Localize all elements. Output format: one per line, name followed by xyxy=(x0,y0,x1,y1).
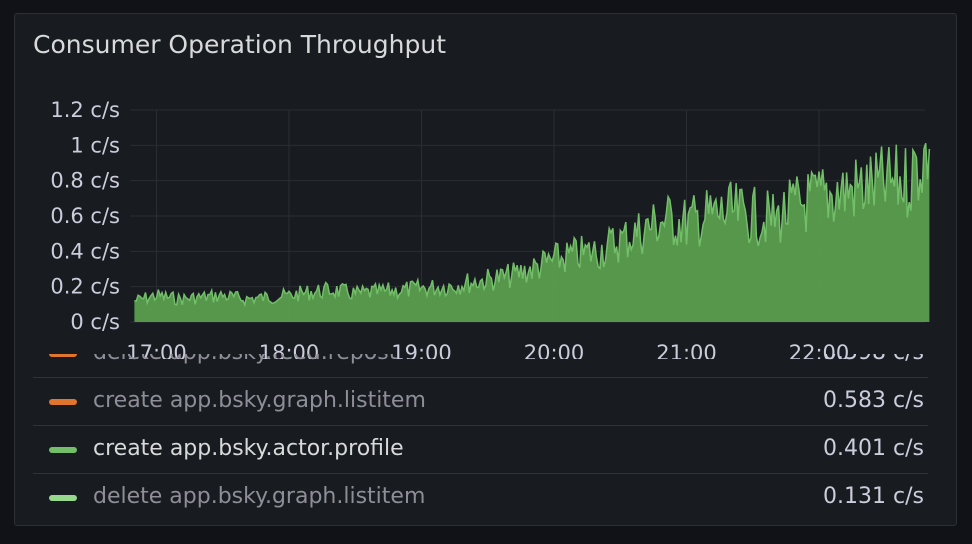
legend-item-value: 0.598 c/s xyxy=(823,354,924,365)
throughput-chart[interactable]: 0 c/s 0.2 c/s 0.4 c/s 0.6 c/s 0.8 c/s 1 c/s 1.… xyxy=(15,14,957,359)
legend-item-label: create app.bsky.actor.profile xyxy=(93,436,404,461)
legend-item[interactable]: delete app.bsky.feed.repost 0.598 c/s xyxy=(33,354,928,378)
legend-item-value: 0.401 c/s xyxy=(823,436,924,461)
series-color-swatch xyxy=(49,399,77,405)
y-tick-label: 0 c/s xyxy=(70,310,120,334)
y-tick-label: 0.6 c/s xyxy=(50,204,120,228)
legend-item[interactable]: delete app.bsky.graph.listitem 0.131 c/s xyxy=(33,474,928,510)
legend-item[interactable]: create app.bsky.graph.listitem 0.583 c/s xyxy=(33,378,928,426)
y-tick-label: 1 c/s xyxy=(70,133,120,157)
panel-title[interactable]: Consumer Operation Throughput xyxy=(33,30,447,59)
x-tick-label: 17:00 xyxy=(126,341,187,359)
y-tick-label: 0.8 c/s xyxy=(50,169,120,193)
legend-list[interactable]: delete app.bsky.feed.repost 0.598 c/s cr… xyxy=(33,354,928,510)
y-tick-label: 0.2 c/s xyxy=(50,275,120,299)
y-tick-label: 1.2 c/s xyxy=(50,98,120,122)
x-tick-label: 19:00 xyxy=(391,341,452,359)
series-area[interactable] xyxy=(134,143,930,322)
legend-item-label: delete app.bsky.feed.repost xyxy=(93,354,397,365)
series-color-swatch xyxy=(49,447,77,453)
x-tick-label: 22:00 xyxy=(789,341,850,359)
y-tick-label: 0.4 c/s xyxy=(50,239,120,263)
x-tick-label: 21:00 xyxy=(656,341,717,359)
legend-item-value: 0.583 c/s xyxy=(823,388,924,413)
series-color-swatch xyxy=(49,354,77,357)
series-color-swatch xyxy=(49,495,77,501)
x-tick-label: 18:00 xyxy=(259,341,320,359)
throughput-panel: Consumer Operation Throughput 0 c/s 0.2 c… xyxy=(14,13,957,526)
legend-scroll-content: delete app.bsky.feed.repost 0.598 c/s cr… xyxy=(33,354,928,510)
legend-item-value: 0.131 c/s xyxy=(823,484,924,509)
legend-item[interactable]: create app.bsky.actor.profile 0.401 c/s xyxy=(33,426,928,474)
x-tick-label: 20:00 xyxy=(524,341,585,359)
legend-item-label: create app.bsky.graph.listitem xyxy=(93,388,426,413)
series-line[interactable] xyxy=(134,142,931,308)
legend-item-label: delete app.bsky.graph.listitem xyxy=(93,484,426,509)
